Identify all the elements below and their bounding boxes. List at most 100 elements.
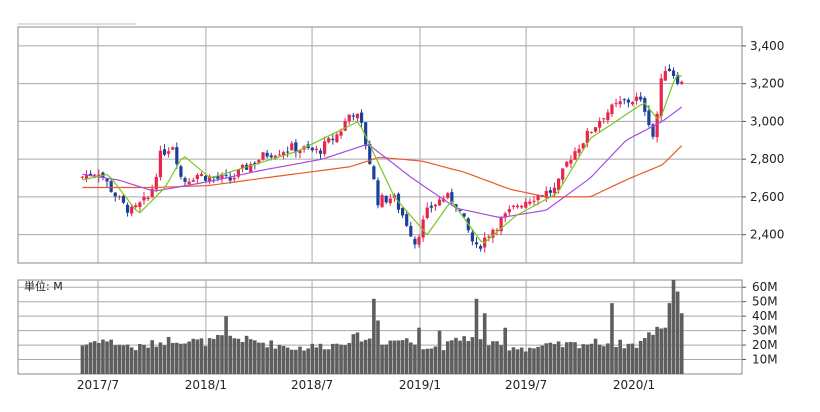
volume-bar [101, 339, 105, 374]
price-y-axis: 2,400 2,600 2,800 3,000 3,200 3,400 [742, 39, 784, 242]
candle-body [499, 218, 503, 232]
volume-bar [175, 342, 179, 374]
candle-body [105, 178, 109, 182]
candle-body [474, 242, 479, 245]
volume-bar [335, 343, 339, 374]
candle-body [405, 214, 409, 226]
ma-mid-line [82, 106, 683, 219]
volume-tick-label: 50M [752, 295, 778, 309]
volume-bar [318, 343, 323, 374]
volume-bar [487, 345, 491, 374]
volume-bar [515, 349, 520, 374]
candle-body [561, 168, 565, 180]
candle-body [298, 150, 302, 153]
x-tick-label: 2019/1 [399, 378, 441, 392]
volume-bar [470, 337, 475, 374]
candle-body [158, 150, 163, 178]
candle-body [191, 180, 195, 182]
candle-body [606, 112, 610, 121]
candle-body [290, 143, 294, 151]
candle-body [667, 68, 672, 72]
volume-bar [565, 342, 569, 374]
volume-bar [404, 338, 409, 374]
volume-bar [548, 342, 553, 374]
volume-bar [281, 345, 286, 374]
volume-bar [560, 347, 565, 374]
volume-bar [425, 348, 430, 374]
price-gridlines [18, 27, 742, 263]
volume-bar [511, 347, 516, 374]
candle-body [450, 192, 454, 203]
volume-bar [310, 343, 315, 374]
candle-body [93, 174, 97, 176]
volume-bar [285, 347, 290, 374]
volume-bar [191, 338, 196, 374]
price-tick-label: 3,000 [750, 114, 784, 128]
candle-body [487, 236, 491, 238]
volume-bar [376, 320, 380, 374]
volume-bar [302, 350, 306, 374]
candle-body [187, 181, 191, 185]
volume-bar [577, 348, 581, 374]
candle-body [429, 205, 433, 208]
candle-body [507, 209, 511, 213]
volume-bar [88, 342, 93, 374]
volume-bar [166, 336, 171, 374]
candle-body [515, 205, 520, 208]
volume-bar [170, 342, 175, 374]
volume-bar [380, 344, 384, 374]
volume-bar [663, 327, 668, 374]
volume-bars [80, 280, 684, 374]
volume-bar [261, 342, 265, 374]
candle-body [437, 199, 442, 206]
volume-bar [117, 344, 122, 374]
volume-bar [540, 345, 544, 374]
volume-bar [630, 343, 635, 374]
volume-bar [121, 345, 126, 374]
candle-body [220, 175, 224, 180]
candle-body [80, 176, 85, 178]
volume-bar [445, 341, 450, 374]
volume-bar [113, 345, 118, 374]
volume-bar [109, 339, 113, 374]
volume-bar [273, 348, 278, 374]
candle-body [622, 99, 626, 101]
volume-bar [626, 343, 631, 374]
candle-body [109, 181, 113, 192]
candle-body [257, 160, 261, 163]
volume-bar [306, 348, 310, 374]
candle-body [470, 232, 474, 242]
ma-short-line [82, 73, 682, 244]
candle-body [117, 196, 121, 198]
x-tick-label: 2019/7 [505, 378, 547, 392]
volume-bar [655, 326, 659, 374]
volume-bar [372, 298, 376, 374]
volume-bar [573, 342, 577, 374]
x-tick-label: 2020/1 [613, 378, 655, 392]
volume-bar [429, 348, 434, 374]
candle-body [339, 131, 343, 136]
candle-body [676, 74, 680, 84]
candle-body [286, 151, 290, 153]
volume-bar [593, 338, 598, 374]
candle-body [552, 187, 557, 194]
candle-body [171, 147, 175, 150]
candle-body [368, 143, 372, 165]
volume-bar [478, 339, 483, 374]
volume-unit-label: 単位: M [24, 279, 63, 293]
candle-body [511, 205, 516, 207]
volume-bar [454, 337, 458, 374]
candle-body [347, 114, 351, 122]
volume-bar [199, 338, 204, 374]
candle-body [335, 134, 339, 143]
price-tick-label: 2,800 [750, 152, 784, 166]
candle-body [355, 113, 360, 119]
volume-bar [236, 338, 241, 374]
volume-tick-label: 60M [752, 280, 778, 294]
candle-body [626, 99, 630, 103]
candle-body [228, 177, 232, 181]
candle-body [454, 204, 458, 208]
volume-tick-label: 20M [752, 338, 778, 352]
volume-bar [491, 341, 495, 374]
volume-bar [409, 342, 413, 374]
